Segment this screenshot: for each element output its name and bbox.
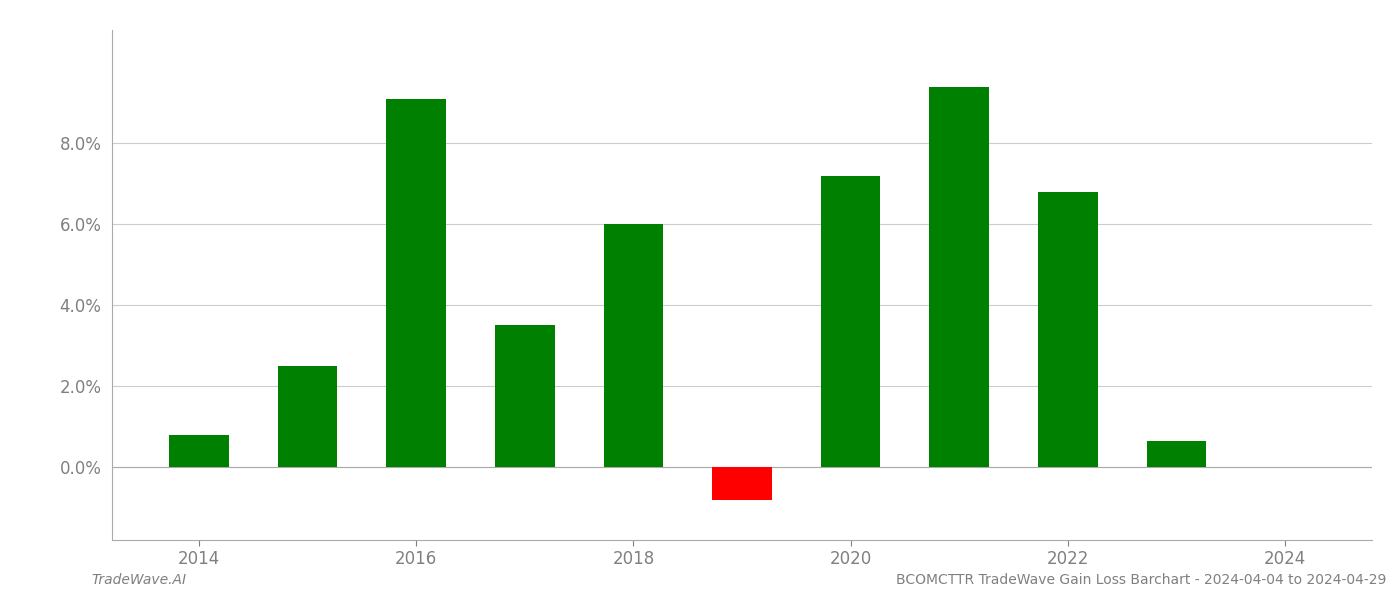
Bar	[494, 325, 554, 467]
Text: TradeWave.AI: TradeWave.AI	[91, 573, 186, 587]
Bar	[820, 176, 881, 467]
Bar	[603, 224, 664, 467]
Bar	[277, 366, 337, 467]
Bar	[386, 99, 447, 467]
Bar	[1147, 441, 1207, 467]
Bar	[930, 86, 990, 467]
Bar	[169, 435, 228, 467]
Bar	[713, 467, 771, 500]
Text: BCOMCTTR TradeWave Gain Loss Barchart - 2024-04-04 to 2024-04-29: BCOMCTTR TradeWave Gain Loss Barchart - …	[896, 573, 1386, 587]
Bar	[1037, 192, 1098, 467]
